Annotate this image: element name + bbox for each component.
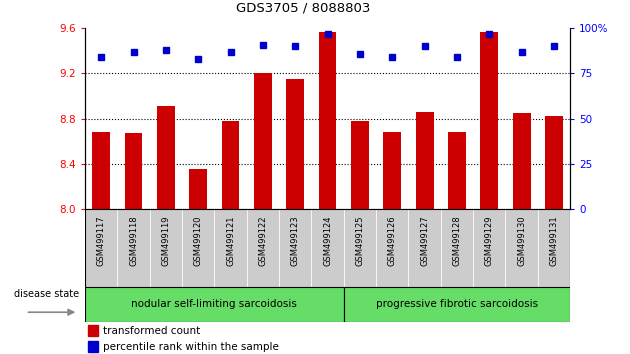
Bar [416,112,433,209]
Bar [538,209,570,287]
Bar [125,133,142,209]
Bar [150,209,182,287]
Text: disease state: disease state [14,289,79,299]
Bar [247,209,279,287]
Bar [222,121,239,209]
Bar [88,341,98,353]
Bar [408,209,441,287]
Text: GSM499120: GSM499120 [194,215,203,266]
Text: nodular self-limiting sarcoidosis: nodular self-limiting sarcoidosis [132,299,297,309]
Text: GSM499117: GSM499117 [97,215,106,266]
Bar [190,169,207,209]
Text: GSM499118: GSM499118 [129,215,138,266]
Bar [254,74,272,209]
Text: GSM499128: GSM499128 [452,215,461,266]
Text: progressive fibrotic sarcoidosis: progressive fibrotic sarcoidosis [376,299,538,309]
Text: GDS3705 / 8088803: GDS3705 / 8088803 [236,1,370,14]
Bar [481,32,498,209]
Bar [448,132,466,209]
Bar [351,121,369,209]
Bar [319,32,336,209]
Bar [384,132,401,209]
Bar [505,209,538,287]
Text: transformed count: transformed count [103,326,200,336]
Bar [513,113,530,209]
Text: GSM499122: GSM499122 [258,215,267,266]
Bar [85,287,344,322]
Text: percentile rank within the sample: percentile rank within the sample [103,342,278,352]
Bar [157,106,175,209]
Text: GSM499130: GSM499130 [517,215,526,266]
Text: GSM499125: GSM499125 [355,215,364,266]
Bar [344,287,570,322]
Bar [287,79,304,209]
Text: GSM499131: GSM499131 [549,215,558,266]
Bar [279,209,311,287]
Bar [93,132,110,209]
Bar [441,209,473,287]
Bar [344,209,376,287]
Bar [214,209,247,287]
Text: GSM499119: GSM499119 [161,215,170,266]
Bar [88,325,98,336]
Bar [85,209,117,287]
Bar [182,209,214,287]
Bar [545,116,563,209]
Text: GSM499129: GSM499129 [485,215,494,266]
Bar [311,209,344,287]
Bar [376,209,408,287]
Text: GSM499126: GSM499126 [388,215,397,266]
Bar [473,209,505,287]
Text: GSM499127: GSM499127 [420,215,429,266]
Text: GSM499124: GSM499124 [323,215,332,266]
Text: GSM499123: GSM499123 [291,215,300,266]
Bar [117,209,150,287]
Text: GSM499121: GSM499121 [226,215,235,266]
